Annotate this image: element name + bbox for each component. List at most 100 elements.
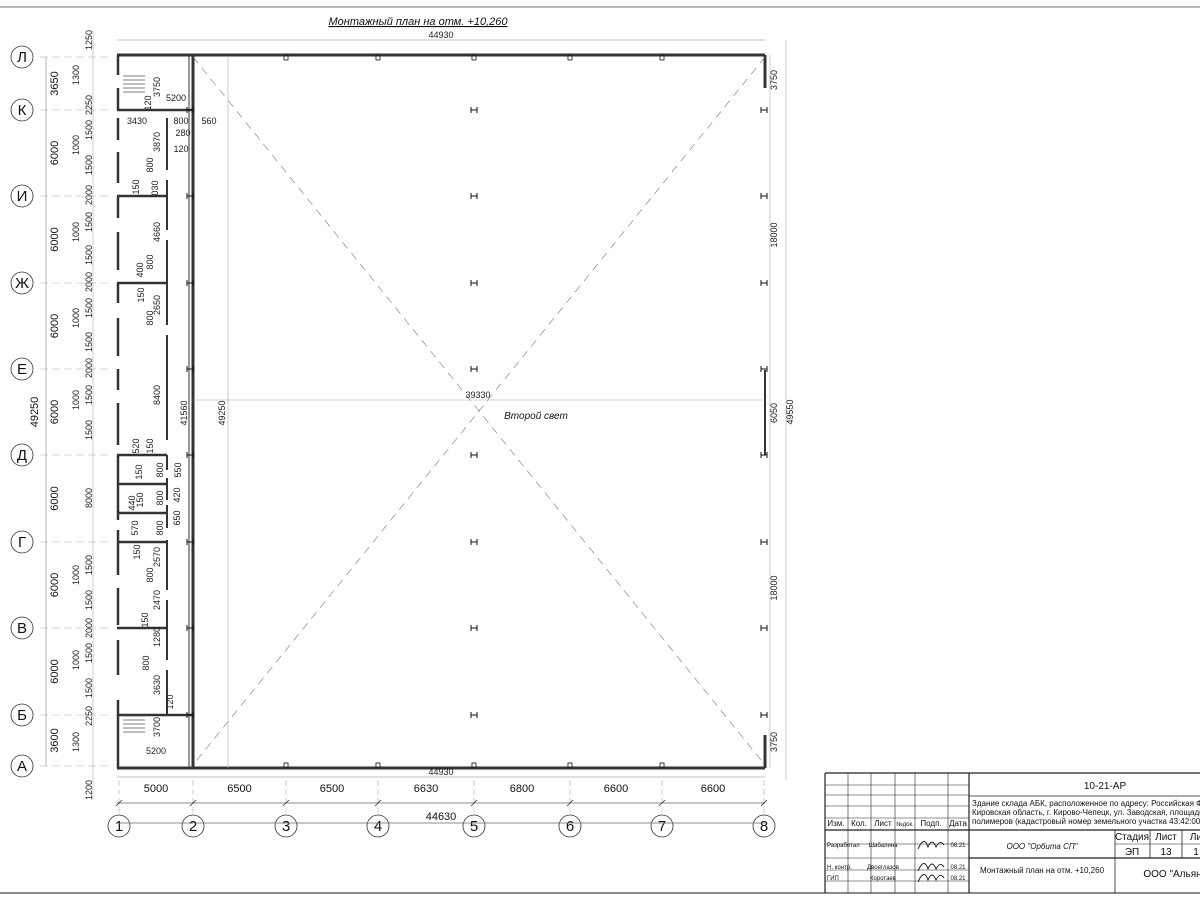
dim-interior: 2650 — [152, 295, 162, 315]
dim-left-sub: 1000 — [71, 565, 81, 585]
axis-label-Б: Б — [17, 707, 27, 724]
dim-interior: 650 — [172, 510, 182, 525]
dim-interior: 8400 — [152, 385, 162, 405]
dim-interior: 800 — [145, 157, 155, 172]
dim-left-openings: 2250 — [84, 706, 94, 726]
dimension-tick — [760, 799, 768, 807]
person-role: ГИП — [827, 876, 839, 882]
sheet-title: Монтажный план на отм. +10,260 — [980, 866, 1105, 875]
dim-inner-41560: 41560 — [179, 400, 189, 425]
axis-bubble-4 — [366, 814, 390, 838]
dim-left-openings: 1200 — [84, 780, 94, 800]
title-block-header: Дата — [949, 819, 967, 828]
dim-right-overall: 49550 — [785, 399, 795, 424]
dim-interior: 3430 — [127, 116, 147, 126]
axis-label-А: А — [17, 758, 27, 775]
axis-label-1: 1 — [115, 818, 123, 835]
axis-label-5: 5 — [470, 818, 478, 835]
dim-bottom-chain: 6500 — [227, 783, 251, 795]
dim-interior: 3750 — [152, 77, 162, 97]
dim-left-sub: 1000 — [71, 222, 81, 242]
drawing-code: 10-21-АР — [1084, 781, 1127, 792]
axis-bubble-Г — [10, 530, 34, 554]
dim-interior: 800 — [141, 655, 151, 670]
dim-right-chain: 3750 — [769, 70, 779, 90]
dim-bottom-total: 44630 — [426, 811, 457, 823]
dim-left-axes: 6000 — [49, 400, 61, 424]
dim-bottom-chain: 6800 — [510, 783, 534, 795]
dim-left-openings: 1500 — [84, 643, 94, 663]
dim-bottom-chain: 6600 — [701, 783, 725, 795]
dim-left-sub: 1000 — [71, 135, 81, 155]
dim-interior: 150 — [145, 438, 155, 453]
dim-left-openings: 1500 — [84, 420, 94, 440]
dim-left-sub: 1300 — [71, 732, 81, 752]
dim-interior: 280 — [175, 128, 190, 138]
column-square — [283, 55, 289, 61]
dim-interior: 550 — [173, 462, 183, 477]
dimensions: 44930 44930 5000 6500 6500 6630 6800 6600 6600 44… — [29, 30, 795, 824]
dim-interior: 120 — [143, 95, 153, 110]
dim-left-openings: 1500 — [84, 155, 94, 175]
dim-interior: 3630 — [152, 675, 162, 695]
customer-org: ООО "Альянс — [1143, 869, 1200, 880]
dim-interior: 800 — [155, 520, 165, 535]
dim-interior: 800 — [155, 462, 165, 477]
dim-left-openings: 1500 — [84, 555, 94, 575]
dim-left-axes: 3600 — [49, 728, 61, 752]
designer-org: ООО "Орбита СП" — [1006, 842, 1078, 851]
axis-bubble-К — [10, 98, 34, 122]
dim-interior: 800 — [145, 254, 155, 269]
axis-bubble-6 — [558, 814, 582, 838]
dim-top-overall: 44930 — [428, 30, 453, 40]
sheets-header: Ли — [1190, 832, 1200, 843]
dim-left-sub: 1000 — [71, 650, 81, 670]
axis-bubble-Л — [10, 45, 34, 69]
sheet-frame — [0, 6, 1200, 894]
person-role: Разработал — [827, 843, 860, 849]
column-square — [471, 762, 477, 768]
axis-bubble-Д — [10, 443, 34, 467]
dim-interior: 4660 — [152, 222, 162, 242]
axis-label-7: 7 — [658, 818, 666, 835]
dim-interior: 400 — [135, 262, 145, 277]
dim-interior: 150 — [136, 287, 146, 302]
dimension-tick — [115, 799, 123, 807]
axis-label-2: 2 — [189, 818, 197, 835]
dim-left-openings: 1500 — [84, 385, 94, 405]
dim-bottom-chain: 6500 — [320, 783, 344, 795]
axis-bubble-Е — [10, 357, 34, 381]
object-description: Кировская область, г. Кирово-Чепецк, ул.… — [972, 808, 1200, 817]
dim-interior: 800 — [145, 310, 155, 325]
dim-interior: 520 — [131, 438, 141, 453]
signature — [917, 863, 945, 872]
signature — [917, 874, 945, 883]
dim-left-axes: 6000 — [49, 659, 61, 683]
sheet-header: Лист — [1155, 832, 1177, 843]
person-name: Двоеглазов — [867, 865, 899, 871]
dim-interior: 150 — [140, 612, 150, 627]
person-date: 08.21 — [950, 843, 966, 849]
stage-value: ЭП — [1125, 847, 1139, 858]
axis-bubble-А — [10, 754, 34, 778]
title-block-header: Лист — [874, 819, 892, 828]
dim-interior: 800 — [173, 116, 188, 126]
axis-label-3: 3 — [282, 818, 290, 835]
dim-left-axes: 6000 — [49, 314, 61, 338]
person-name: Шабалина — [869, 843, 899, 849]
dimension-tick — [374, 799, 382, 807]
dim-interior: 800 — [145, 567, 155, 582]
dim-interior: 420 — [172, 487, 182, 502]
dim-left-openings: 1500 — [84, 298, 94, 318]
title-block-header: Кол. — [851, 819, 867, 828]
diagonal-line — [192, 56, 766, 766]
column-square — [471, 55, 477, 61]
dim-left-sub: 1300 — [71, 65, 81, 85]
dim-left-axes: 6000 — [49, 141, 61, 165]
dim-left-openings: 1500 — [84, 245, 94, 265]
axis-label-4: 4 — [374, 818, 382, 835]
dim-left-openings: 1500 — [84, 678, 94, 698]
column-square — [659, 762, 665, 768]
dim-interior: 150 — [132, 544, 142, 559]
axis-bubble-7 — [650, 814, 674, 838]
